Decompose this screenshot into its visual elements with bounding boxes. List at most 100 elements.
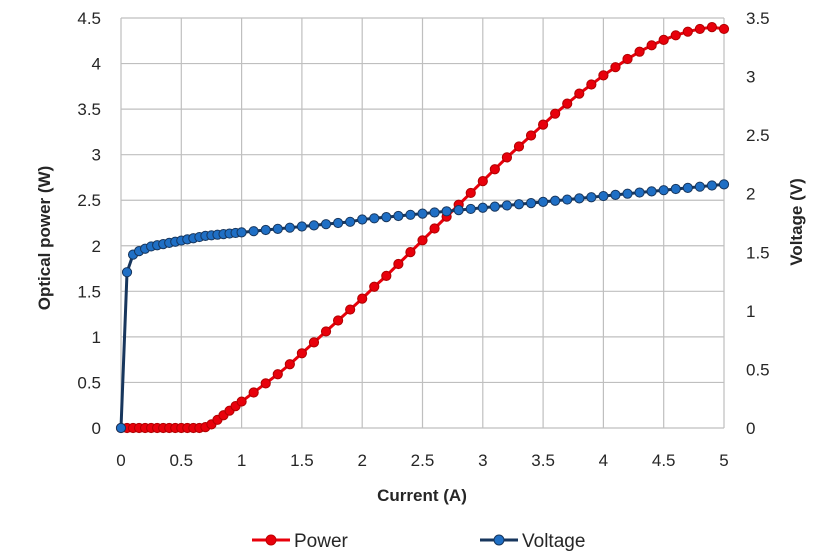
power-point	[260, 378, 271, 389]
legend-label-voltage: Voltage	[522, 531, 585, 551]
power-point	[429, 223, 440, 234]
left-axis-tick-label: 1.5	[77, 282, 101, 301]
x-axis-tick-label: 5	[719, 451, 728, 470]
voltage-point	[381, 212, 392, 223]
power-point	[610, 62, 621, 73]
power-point	[550, 108, 561, 119]
x-axis-tick-label: 4	[599, 451, 608, 470]
left-axis-tick-label: 3.5	[77, 100, 101, 119]
power-point	[417, 235, 428, 246]
voltage-point	[417, 208, 428, 219]
voltage-point	[272, 223, 283, 234]
x-axis-tick-label: 0.5	[169, 451, 193, 470]
left-axis-ticks: 0 0.5 1 1.5 2 2.5 3 3.5 4 4.5	[77, 9, 101, 438]
voltage-point	[260, 224, 271, 236]
voltage-point	[115, 422, 127, 434]
left-axis-tick-label: 0.5	[77, 373, 101, 392]
left-axis-tick-label: 4	[92, 55, 101, 74]
power-point	[622, 53, 633, 65]
right-axis-ticks: 0 0.5 1 1.5 2 2.5 3 3.5	[746, 9, 770, 438]
voltage-point	[694, 181, 705, 192]
power-point	[320, 326, 332, 337]
plot-series	[115, 22, 730, 434]
left-axis-tick-label: 3	[92, 146, 101, 165]
power-point	[477, 175, 488, 187]
right-axis-tick-label: 3.5	[746, 9, 770, 28]
voltage-point	[610, 189, 621, 200]
voltage-point	[550, 195, 561, 206]
right-axis-tick-label: 3	[746, 68, 755, 87]
power-point	[598, 70, 609, 81]
voltage-point	[682, 182, 693, 193]
voltage-point	[574, 193, 585, 204]
power-point	[345, 304, 356, 315]
power-point	[658, 34, 669, 45]
power-point	[525, 130, 537, 141]
voltage-point	[332, 217, 344, 229]
right-axis-tick-label: 1.5	[746, 243, 770, 262]
power-point	[718, 23, 730, 35]
gridlines	[120, 17, 725, 429]
voltage-point	[538, 196, 549, 208]
left-y-axis-title: Optical power (W)	[35, 166, 54, 311]
x-axis-tick-label: 3	[478, 451, 487, 470]
voltage-point	[369, 213, 380, 224]
voltage-point	[513, 199, 525, 210]
voltage-point	[393, 210, 404, 222]
right-axis-tick-label: 2	[746, 185, 755, 204]
power-point	[682, 26, 693, 37]
power-point	[586, 79, 597, 90]
power-point	[308, 337, 320, 348]
x-axis-tick-label: 2	[357, 451, 366, 470]
voltage-point	[562, 194, 573, 205]
voltage-point	[236, 227, 247, 238]
power-point	[465, 187, 476, 199]
voltage-point	[525, 197, 537, 209]
x-axis-tick-label: 3.5	[531, 451, 555, 470]
right-axis-tick-label: 2.5	[746, 126, 770, 145]
x-axis-tick-label: 0	[116, 451, 125, 470]
power-point	[562, 98, 573, 109]
x-axis-tick-label: 4.5	[652, 451, 676, 470]
left-axis-tick-label: 0	[92, 419, 101, 438]
voltage-point	[345, 216, 356, 227]
power-point	[634, 46, 645, 57]
power-point	[236, 396, 247, 407]
voltage-point	[634, 187, 645, 198]
power-point	[405, 247, 416, 258]
voltage-point	[598, 190, 609, 202]
power-point	[501, 152, 513, 163]
voltage-point	[296, 221, 307, 232]
voltage-point	[248, 226, 259, 237]
x-axis-tick-label: 1.5	[290, 451, 314, 470]
power-point	[381, 270, 392, 281]
left-axis-tick-label: 1	[92, 328, 101, 347]
voltage-point	[718, 179, 730, 190]
x-axis-tick-label: 2.5	[411, 451, 435, 470]
voltage-point	[646, 186, 657, 197]
legend-item-voltage: Voltage	[480, 531, 585, 551]
voltage-point	[586, 192, 597, 203]
voltage-point	[121, 267, 133, 278]
power-point	[332, 315, 344, 326]
right-axis-tick-label: 0.5	[746, 360, 770, 379]
voltage-point	[284, 222, 295, 233]
legend-item-power: Power	[252, 531, 349, 551]
power-point	[357, 293, 368, 304]
voltage-point	[622, 188, 633, 199]
voltage-point	[453, 205, 464, 216]
power-point	[284, 359, 295, 370]
voltage-point	[405, 209, 416, 220]
right-axis-tick-label: 1	[746, 302, 755, 321]
left-axis-tick-label: 2	[92, 237, 101, 256]
voltage-point	[441, 206, 452, 217]
voltage-point	[320, 219, 332, 230]
power-point	[393, 258, 404, 270]
series-voltage	[115, 179, 730, 434]
legend: Power Voltage	[252, 531, 585, 551]
voltage-point	[670, 183, 681, 195]
power-point	[694, 23, 705, 35]
voltage-point	[357, 214, 368, 225]
power-point	[296, 348, 307, 359]
